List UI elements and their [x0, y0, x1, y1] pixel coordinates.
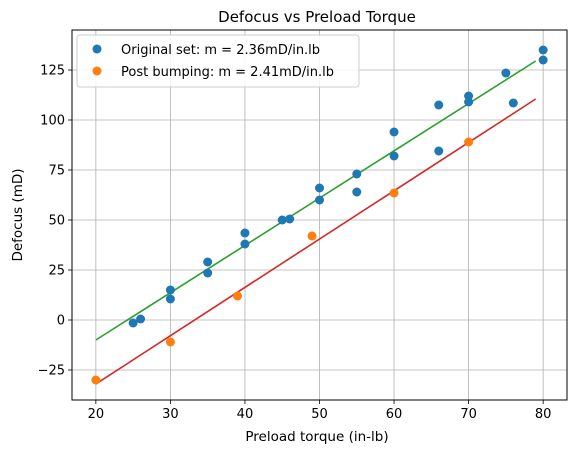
- data-point-series-0: [166, 295, 175, 304]
- data-point-series-0: [203, 258, 212, 267]
- legend-marker-post-bumping: [93, 67, 102, 76]
- x-tick-label: 80: [535, 407, 552, 422]
- y-tick-label: 75: [48, 164, 65, 179]
- y-tick-label: 125: [40, 64, 65, 79]
- data-point-series-0: [390, 128, 399, 137]
- data-point-series-0: [464, 98, 473, 107]
- legend: Original set: m = 2.36mD/in.lb Post bump…: [77, 35, 359, 87]
- legend-label-post-bumping: Post bumping: m = 2.41mD/in.lb: [121, 65, 334, 80]
- legend-marker-original: [93, 45, 102, 54]
- y-tick-label: 50: [48, 214, 65, 229]
- data-point-series-0: [390, 152, 399, 161]
- x-tick-label: 70: [460, 407, 477, 422]
- data-point-series-0: [315, 196, 324, 205]
- data-point-series-1: [233, 292, 242, 301]
- x-tick-label: 20: [88, 407, 105, 422]
- chart-title: Defocus vs Preload Torque: [218, 8, 416, 26]
- x-tick-label: 50: [311, 407, 328, 422]
- x-axis-title: Preload torque (in-lb): [245, 429, 388, 445]
- y-tick-label: −25: [38, 364, 65, 379]
- y-tick-label: 25: [48, 264, 65, 279]
- data-point-series-1: [464, 138, 473, 147]
- data-point-series-0: [509, 99, 518, 108]
- data-point-series-0: [539, 56, 548, 65]
- data-point-series-0: [285, 215, 294, 224]
- y-axis-title: Defocus (mD): [10, 168, 26, 261]
- data-point-series-0: [434, 147, 443, 156]
- data-point-series-1: [166, 338, 175, 347]
- data-point-series-0: [166, 286, 175, 295]
- data-point-series-0: [501, 69, 510, 78]
- y-tick-label: 100: [40, 114, 65, 129]
- data-point-series-0: [203, 269, 212, 278]
- data-point-series-1: [91, 376, 100, 385]
- data-point-series-0: [315, 184, 324, 193]
- x-tick-label: 30: [162, 407, 179, 422]
- data-point-series-0: [352, 170, 361, 179]
- data-point-series-0: [136, 315, 145, 324]
- data-point-series-0: [240, 240, 249, 249]
- legend-label-original: Original set: m = 2.36mD/in.lb: [121, 43, 320, 58]
- data-point-series-1: [308, 232, 317, 241]
- x-tick-label: 40: [237, 407, 254, 422]
- data-point-series-0: [434, 101, 443, 110]
- data-point-series-1: [390, 189, 399, 198]
- data-point-series-0: [352, 188, 361, 197]
- data-point-series-0: [240, 229, 249, 238]
- y-tick-label: 0: [57, 314, 65, 329]
- data-point-series-0: [539, 46, 548, 55]
- x-tick-label: 60: [386, 407, 403, 422]
